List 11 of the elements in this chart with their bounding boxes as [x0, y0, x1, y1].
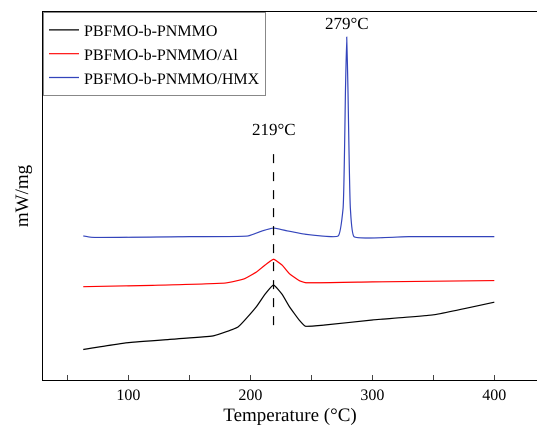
text: 279°C [325, 14, 369, 33]
x-axis-title: Temperature (°C) [223, 405, 357, 426]
legend-label: PBFMO-b-PNMMO/HMX [84, 70, 260, 88]
annotation: 219°C [252, 120, 296, 139]
legend-label: PBFMO-b-PNMMO [84, 23, 218, 40]
x-tick-label: 400 [482, 387, 506, 404]
y-axis-title: mW/mg [12, 164, 33, 228]
legend-label: PBFMO-b-PNMMO/Al [84, 46, 238, 64]
x-tick-label: 300 [360, 387, 384, 404]
x-tick-label: 100 [116, 387, 140, 404]
x-tick-label: 200 [238, 387, 262, 404]
